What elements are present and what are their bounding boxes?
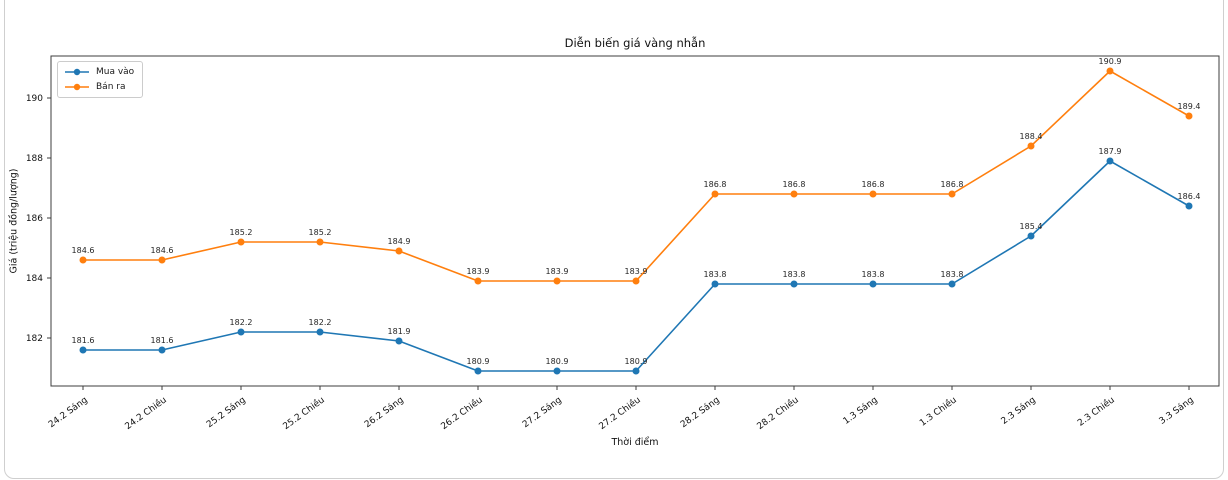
x-tick-label: 28.2 Sáng xyxy=(679,395,722,430)
data-point-label: 186.8 xyxy=(941,180,964,189)
data-point-marker xyxy=(158,256,166,264)
x-tick-label: 24.2 Sáng xyxy=(47,395,90,430)
data-point-marker xyxy=(869,190,877,198)
data-point-marker xyxy=(395,337,403,345)
data-point-label: 190.9 xyxy=(1099,57,1122,66)
data-point-marker xyxy=(790,190,798,198)
data-point-label: 183.9 xyxy=(546,267,569,276)
data-point-marker xyxy=(316,328,324,336)
x-tick-label: 28.2 Chiều xyxy=(755,395,801,432)
data-point-label: 181.6 xyxy=(151,336,174,345)
x-tick-label: 2.3 Sáng xyxy=(1000,395,1038,427)
data-point-marker xyxy=(474,367,482,375)
data-point-marker xyxy=(474,277,482,285)
data-point-label: 185.2 xyxy=(230,228,253,237)
chart-title: Diễn biến giá vàng nhẫn xyxy=(564,36,706,50)
x-tick-label: 3.3 Sáng xyxy=(1158,395,1196,427)
data-point-label: 185.2 xyxy=(309,228,332,237)
data-point-label: 183.8 xyxy=(941,270,964,279)
data-point-label: 180.9 xyxy=(625,357,648,366)
y-axis-label: Giá (triệu đồng/lượng) xyxy=(8,168,20,274)
data-point-marker xyxy=(1185,112,1193,120)
data-point-label: 186.8 xyxy=(783,180,806,189)
data-point-label: 180.9 xyxy=(467,357,490,366)
data-point-marker xyxy=(948,190,956,198)
series-line xyxy=(83,160,1190,372)
x-tick-label: 25.2 Sáng xyxy=(205,395,248,430)
data-point-label: 187.9 xyxy=(1099,147,1122,156)
data-point-marker xyxy=(1106,157,1114,165)
legend-label-sell: Bán ra xyxy=(96,82,126,92)
x-tick-label: 25.2 Chiều xyxy=(281,395,327,432)
data-point-label: 183.8 xyxy=(783,270,806,279)
x-tick-label: 2.3 Chiều xyxy=(1076,395,1117,429)
legend-item-buy: Mua vào xyxy=(64,66,134,78)
x-tick-label: 26.2 Chiều xyxy=(439,395,485,432)
data-point-marker xyxy=(237,238,245,246)
data-point-label: 186.8 xyxy=(704,180,727,189)
y-tick-label: 188 xyxy=(26,154,43,164)
data-point-marker xyxy=(553,277,561,285)
data-point-label: 184.9 xyxy=(388,237,411,246)
legend: Mua vào Bán ra xyxy=(57,61,144,98)
data-point-marker xyxy=(711,190,719,198)
y-tick-label: 182 xyxy=(26,334,43,344)
data-point-marker xyxy=(948,280,956,288)
data-point-marker xyxy=(790,280,798,288)
data-point-marker xyxy=(1185,202,1193,210)
data-point-marker xyxy=(79,346,87,354)
x-tick-label: 27.2 Chiều xyxy=(597,395,643,432)
data-point-label: 183.9 xyxy=(467,267,490,276)
data-point-marker xyxy=(632,277,640,285)
series-line xyxy=(83,70,1190,282)
data-point-marker xyxy=(1027,142,1035,150)
data-point-label: 184.6 xyxy=(151,246,174,255)
data-point-marker xyxy=(869,280,877,288)
data-point-label: 183.9 xyxy=(625,267,648,276)
y-tick-label: 186 xyxy=(26,214,43,224)
data-point-label: 183.8 xyxy=(704,270,727,279)
data-point-label: 180.9 xyxy=(546,357,569,366)
data-point-marker xyxy=(158,346,166,354)
data-point-marker xyxy=(711,280,719,288)
legend-line-sample-icon xyxy=(65,83,89,91)
data-point-label: 183.8 xyxy=(862,270,885,279)
x-tick-label: 26.2 Sáng xyxy=(363,395,406,430)
data-point-marker xyxy=(553,367,561,375)
data-point-label: 182.2 xyxy=(230,318,253,327)
data-point-label: 186.8 xyxy=(862,180,885,189)
data-point-label: 189.4 xyxy=(1178,102,1201,111)
data-point-marker xyxy=(316,238,324,246)
data-point-marker xyxy=(79,256,87,264)
data-point-label: 181.6 xyxy=(72,336,95,345)
data-point-label: 188.4 xyxy=(1020,132,1043,141)
data-point-label: 185.4 xyxy=(1020,222,1043,231)
data-point-label: 182.2 xyxy=(309,318,332,327)
data-point-marker xyxy=(632,367,640,375)
data-point-label: 186.4 xyxy=(1178,192,1201,201)
data-point-marker xyxy=(237,328,245,336)
data-point-label: 181.9 xyxy=(388,327,411,336)
legend-line-sample-icon xyxy=(65,68,89,76)
x-tick-label: 1.3 Chiều xyxy=(918,395,959,429)
x-tick-label: 27.2 Sáng xyxy=(521,395,564,430)
data-point-marker xyxy=(1027,232,1035,240)
legend-label-buy: Mua vào xyxy=(96,67,135,77)
x-axis-label: Thời điểm xyxy=(611,437,659,448)
data-point-marker xyxy=(395,247,403,255)
x-tick-label: 24.2 Chiều xyxy=(123,395,169,432)
x-tick-label: 1.3 Sáng xyxy=(842,395,880,427)
data-point-label: 184.6 xyxy=(72,246,95,255)
y-tick-label: 190 xyxy=(26,94,43,104)
y-tick-label: 184 xyxy=(26,274,43,284)
axes-spines xyxy=(50,55,1220,387)
legend-item-sell: Bán ra xyxy=(64,81,134,93)
data-point-marker xyxy=(1106,67,1114,75)
